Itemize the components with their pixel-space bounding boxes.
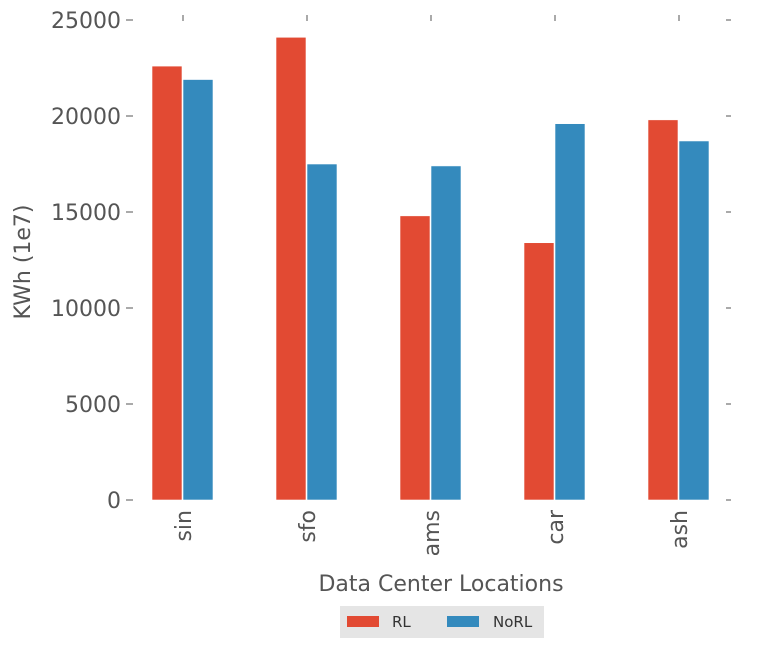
bar-rl-sfo <box>275 36 307 501</box>
x-tick-label: ams <box>420 510 445 556</box>
x-tick-labels: sin sfo ams car ash <box>172 509 693 556</box>
legend: RL NoRL <box>340 606 544 638</box>
bar-rl-ams <box>399 215 431 501</box>
legend-label-rl: RL <box>392 613 411 631</box>
x-tick-label: ash <box>668 510 693 549</box>
x-tick-label: sfo <box>296 510 321 543</box>
bar-rl-car <box>523 242 555 501</box>
bars <box>151 36 710 501</box>
legend-swatch-rl <box>347 616 379 627</box>
x-tick-label: car <box>544 509 569 545</box>
x-axis-title: Data Center Locations <box>318 572 563 597</box>
x-tick-label: sin <box>172 510 197 542</box>
bar-norl-car <box>554 123 586 501</box>
y-tick-label: 10000 <box>51 297 121 322</box>
bar-rl-ash <box>647 119 679 501</box>
y-tick-label: 25000 <box>51 9 121 34</box>
bar-norl-ash <box>678 140 710 501</box>
legend-swatch-norl <box>447 616 479 627</box>
bar-rl-sin <box>151 65 183 501</box>
bar-norl-ams <box>430 165 462 501</box>
y-axis-title: KWh (1e7) <box>11 204 36 319</box>
legend-label-norl: NoRL <box>493 613 533 631</box>
y-tick-label: 0 <box>107 489 121 514</box>
y-tick-label: 5000 <box>65 393 121 418</box>
y-tick-label: 15000 <box>51 201 121 226</box>
y-tick-labels: 0 5000 10000 15000 20000 25000 <box>51 9 121 514</box>
axis-ticks <box>126 15 731 501</box>
bar-norl-sfo <box>306 163 338 501</box>
y-tick-label: 20000 <box>51 105 121 130</box>
bar-norl-sin <box>182 79 214 501</box>
